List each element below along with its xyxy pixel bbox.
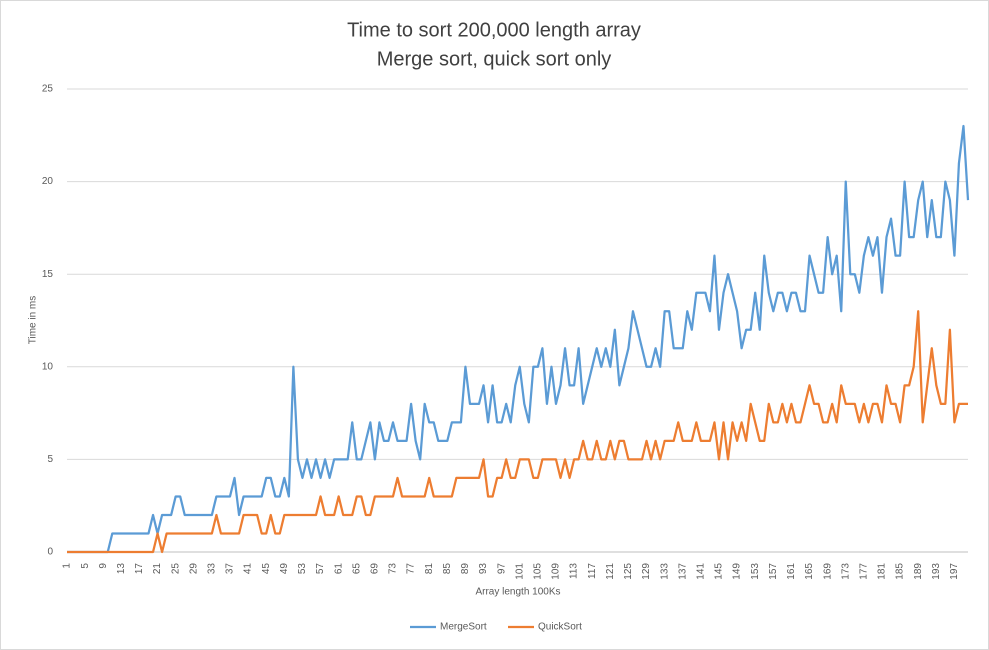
x-tick-label: 141 bbox=[696, 563, 707, 580]
y-tick-label: 25 bbox=[42, 84, 54, 95]
x-tick-label: 97 bbox=[496, 563, 507, 575]
x-tick-label: 193 bbox=[931, 563, 942, 580]
x-tick-label: 53 bbox=[297, 563, 308, 575]
x-tick-label: 21 bbox=[152, 563, 163, 575]
x-tick-label: 33 bbox=[207, 563, 218, 575]
series-line bbox=[67, 310, 968, 554]
x-tick-label: 149 bbox=[732, 563, 743, 580]
x-tick-label: 185 bbox=[895, 563, 906, 580]
x-tick-label: 25 bbox=[170, 563, 181, 575]
x-tick-label: 121 bbox=[605, 563, 616, 580]
x-tick-label: 109 bbox=[551, 563, 562, 580]
x-tick-label: 173 bbox=[840, 563, 851, 580]
x-tick-label: 49 bbox=[279, 563, 290, 575]
x-tick-label: 125 bbox=[623, 563, 634, 580]
x-tick-label: 9 bbox=[98, 563, 109, 569]
x-tick-label: 161 bbox=[786, 563, 797, 580]
x-tick-label: 113 bbox=[569, 563, 580, 579]
chart-subtitle: Merge sort, quick sort only bbox=[377, 48, 612, 70]
x-tick-label: 101 bbox=[514, 563, 525, 580]
x-tick-label: 181 bbox=[877, 563, 888, 580]
x-tick-label: 117 bbox=[587, 563, 598, 579]
x-tick-label: 61 bbox=[333, 563, 344, 575]
x-tick-label: 37 bbox=[225, 563, 236, 575]
legend-label: MergeSort bbox=[440, 622, 487, 633]
x-tick-label: 85 bbox=[442, 563, 453, 575]
x-tick-label: 17 bbox=[134, 563, 145, 575]
x-tick-label: 105 bbox=[533, 563, 544, 580]
x-tick-label: 165 bbox=[804, 563, 815, 580]
chart-title: Time to sort 200,000 length array bbox=[347, 19, 641, 41]
y-axis-title: Time in ms bbox=[28, 296, 39, 345]
x-tick-label: 13 bbox=[116, 563, 127, 575]
x-tick-label: 133 bbox=[659, 563, 670, 580]
x-tick-label: 65 bbox=[351, 563, 362, 575]
x-tick-label: 69 bbox=[370, 563, 381, 575]
x-tick-label: 45 bbox=[261, 563, 272, 575]
x-tick-label: 93 bbox=[478, 563, 489, 575]
y-tick-label: 0 bbox=[47, 547, 53, 558]
x-axis-title: Array length 100Ks bbox=[475, 587, 560, 598]
x-tick-label: 169 bbox=[822, 563, 833, 580]
x-tick-label: 29 bbox=[188, 563, 199, 575]
y-tick-label: 5 bbox=[47, 454, 53, 465]
x-tick-label: 41 bbox=[243, 563, 254, 575]
x-tick-label: 57 bbox=[315, 563, 326, 575]
series-line bbox=[67, 124, 970, 554]
legend-label: QuickSort bbox=[538, 622, 582, 633]
x-tick-label: 1 bbox=[62, 563, 73, 569]
y-tick-label: 20 bbox=[42, 176, 54, 187]
x-tick-label: 189 bbox=[913, 563, 924, 580]
x-tick-label: 77 bbox=[406, 563, 417, 575]
x-tick-label: 145 bbox=[714, 563, 725, 580]
x-tick-label: 5 bbox=[80, 563, 91, 569]
x-tick-label: 137 bbox=[677, 563, 688, 580]
y-tick-label: 15 bbox=[42, 269, 54, 280]
x-tick-label: 177 bbox=[859, 563, 870, 580]
x-tick-label: 129 bbox=[641, 563, 652, 580]
x-tick-label: 197 bbox=[949, 563, 960, 580]
x-tick-label: 157 bbox=[768, 563, 779, 580]
x-tick-label: 89 bbox=[460, 563, 471, 575]
x-tick-label: 153 bbox=[750, 563, 761, 580]
y-tick-label: 10 bbox=[42, 361, 54, 372]
x-tick-label: 81 bbox=[424, 563, 435, 575]
x-tick-label: 73 bbox=[388, 563, 399, 575]
